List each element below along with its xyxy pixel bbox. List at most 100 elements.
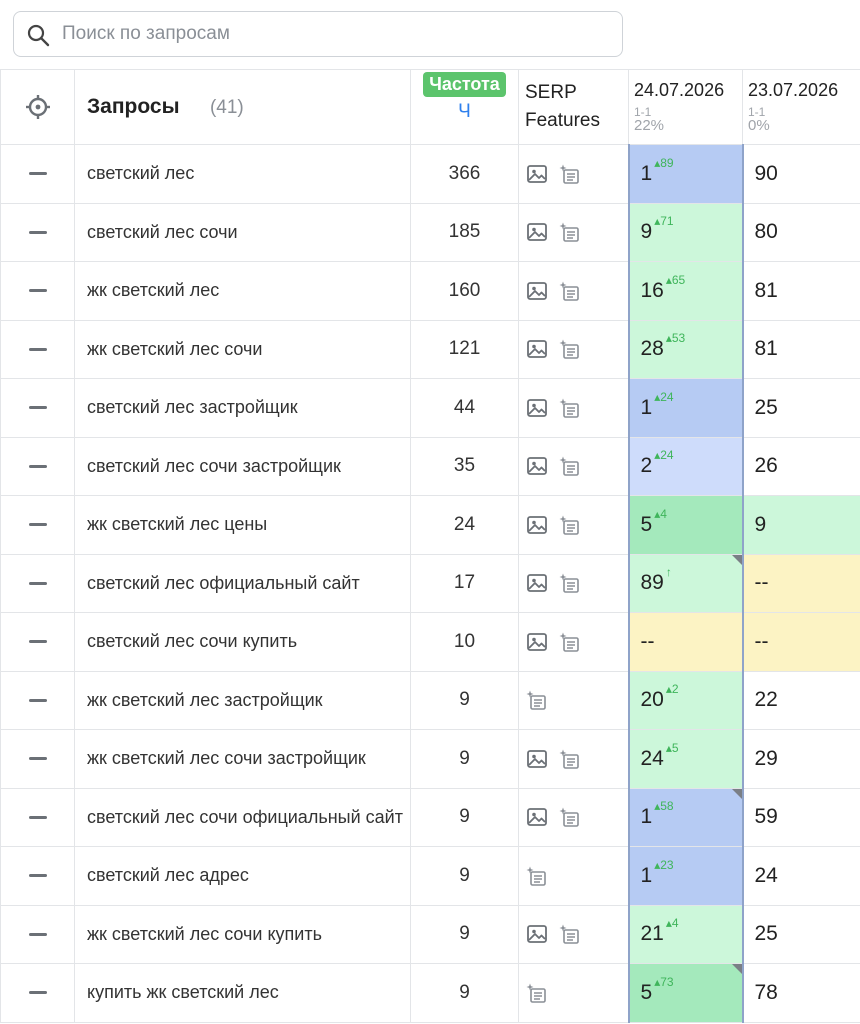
position-cell[interactable]: 59 bbox=[742, 787, 860, 847]
minus-icon[interactable] bbox=[28, 698, 47, 702]
position-cell[interactable]: 1 ▴89 bbox=[627, 144, 744, 204]
query-cell[interactable]: жк светский лес сочи застройщик bbox=[74, 729, 411, 789]
row-select-cell[interactable] bbox=[0, 144, 75, 204]
search-input[interactable] bbox=[62, 20, 602, 48]
row-select-cell[interactable] bbox=[0, 553, 75, 613]
sitelinks-icon[interactable] bbox=[526, 865, 548, 887]
position-cell[interactable]: 26 bbox=[742, 436, 860, 496]
row-select-cell[interactable] bbox=[0, 319, 75, 379]
image-icon[interactable] bbox=[526, 280, 548, 302]
sitelinks-icon[interactable] bbox=[559, 163, 581, 185]
image-icon[interactable] bbox=[526, 923, 548, 945]
position-cell[interactable]: 80 bbox=[742, 202, 860, 262]
query-cell[interactable]: светский лес сочи bbox=[74, 202, 411, 262]
row-select-cell[interactable] bbox=[0, 963, 75, 1023]
sitelinks-icon[interactable] bbox=[559, 806, 581, 828]
sitelinks-icon[interactable] bbox=[559, 923, 581, 945]
query-cell[interactable]: купить жк светский лес bbox=[74, 963, 411, 1023]
sitelinks-icon[interactable] bbox=[559, 338, 581, 360]
position-cell[interactable]: 78 bbox=[742, 963, 860, 1023]
minus-icon[interactable] bbox=[28, 640, 47, 644]
sitelinks-icon[interactable] bbox=[559, 748, 581, 770]
minus-icon[interactable] bbox=[28, 347, 47, 351]
image-icon[interactable] bbox=[526, 338, 548, 360]
position-cell[interactable]: -- bbox=[742, 553, 860, 613]
position-cell[interactable]: 81 bbox=[742, 319, 860, 379]
query-cell[interactable]: светский лес адрес bbox=[74, 846, 411, 906]
frequency-column-header[interactable]: Частота Ч bbox=[410, 69, 519, 145]
minus-icon[interactable] bbox=[28, 289, 47, 293]
image-icon[interactable] bbox=[526, 514, 548, 536]
image-icon[interactable] bbox=[526, 572, 548, 594]
position-cell[interactable]: 16 ▴65 bbox=[627, 261, 744, 321]
query-cell[interactable]: светский лес официальный сайт bbox=[74, 553, 411, 613]
row-select-cell[interactable] bbox=[0, 202, 75, 262]
minus-icon[interactable] bbox=[28, 523, 47, 527]
minus-icon[interactable] bbox=[28, 230, 47, 234]
query-cell[interactable]: светский лес сочи официальный сайт bbox=[74, 787, 411, 847]
minus-icon[interactable] bbox=[28, 932, 47, 936]
sitelinks-icon[interactable] bbox=[559, 572, 581, 594]
row-select-cell[interactable] bbox=[0, 495, 75, 555]
position-cell[interactable]: -- bbox=[742, 612, 860, 672]
query-cell[interactable]: светский лес застройщик bbox=[74, 378, 411, 438]
row-select-cell[interactable] bbox=[0, 261, 75, 321]
image-icon[interactable] bbox=[526, 631, 548, 653]
position-cell[interactable]: 20 ▴2 bbox=[627, 670, 744, 730]
image-icon[interactable] bbox=[526, 221, 548, 243]
minus-icon[interactable] bbox=[28, 874, 47, 878]
sitelinks-icon[interactable] bbox=[559, 280, 581, 302]
image-icon[interactable] bbox=[526, 748, 548, 770]
row-select-cell[interactable] bbox=[0, 787, 75, 847]
sitelinks-icon[interactable] bbox=[559, 514, 581, 536]
minus-icon[interactable] bbox=[28, 406, 47, 410]
row-select-cell[interactable] bbox=[0, 729, 75, 789]
query-cell[interactable]: жк светский лес сочи купить bbox=[74, 904, 411, 964]
minus-icon[interactable] bbox=[28, 464, 47, 468]
frequency-type-link[interactable]: Ч bbox=[458, 101, 471, 122]
sitelinks-icon[interactable] bbox=[559, 455, 581, 477]
position-cell[interactable]: 24 ▴5 bbox=[627, 729, 744, 789]
position-cell[interactable]: 2 ▴24 bbox=[627, 436, 744, 496]
position-cell[interactable]: 89 ↑ bbox=[627, 553, 744, 613]
date-column-header[interactable]: 23.07.2026 1-1 0% bbox=[742, 69, 860, 145]
position-cell[interactable]: 9 bbox=[742, 495, 860, 555]
date-column-header[interactable]: 24.07.2026 1-1 22% bbox=[628, 69, 743, 145]
crosshair-icon[interactable] bbox=[25, 94, 51, 120]
position-cell[interactable]: 90 bbox=[742, 144, 860, 204]
minus-icon[interactable] bbox=[28, 581, 47, 585]
search-box[interactable] bbox=[13, 11, 623, 57]
minus-icon[interactable] bbox=[28, 991, 47, 995]
row-select-cell[interactable] bbox=[0, 670, 75, 730]
sitelinks-icon[interactable] bbox=[526, 982, 548, 1004]
position-cell[interactable]: 28 ▴53 bbox=[627, 319, 744, 379]
position-cell[interactable]: 81 bbox=[742, 261, 860, 321]
query-cell[interactable]: светский лес сочи купить bbox=[74, 612, 411, 672]
position-cell[interactable]: 25 bbox=[742, 378, 860, 438]
sitelinks-icon[interactable] bbox=[559, 631, 581, 653]
position-cell[interactable]: -- bbox=[627, 612, 744, 672]
position-cell[interactable]: 29 bbox=[742, 729, 860, 789]
minus-icon[interactable] bbox=[28, 815, 47, 819]
query-cell[interactable]: светский лес сочи застройщик bbox=[74, 436, 411, 496]
image-icon[interactable] bbox=[526, 806, 548, 828]
position-cell[interactable]: 5 ▴73 bbox=[627, 963, 744, 1023]
sitelinks-icon[interactable] bbox=[559, 397, 581, 419]
image-icon[interactable] bbox=[526, 163, 548, 185]
position-cell[interactable]: 9 ▴71 bbox=[627, 202, 744, 262]
minus-icon[interactable] bbox=[28, 172, 47, 176]
query-cell[interactable]: жк светский лес сочи bbox=[74, 319, 411, 379]
position-cell[interactable]: 1 ▴24 bbox=[627, 378, 744, 438]
select-all-cell[interactable] bbox=[0, 69, 75, 145]
sitelinks-icon[interactable] bbox=[526, 689, 548, 711]
row-select-cell[interactable] bbox=[0, 846, 75, 906]
row-select-cell[interactable] bbox=[0, 378, 75, 438]
query-cell[interactable]: жк светский лес застройщик bbox=[74, 670, 411, 730]
position-cell[interactable]: 21 ▴4 bbox=[627, 904, 744, 964]
position-cell[interactable]: 25 bbox=[742, 904, 860, 964]
row-select-cell[interactable] bbox=[0, 612, 75, 672]
frequency-badge[interactable]: Частота bbox=[423, 72, 506, 97]
position-cell[interactable]: 1 ▴23 bbox=[627, 846, 744, 906]
image-icon[interactable] bbox=[526, 397, 548, 419]
row-select-cell[interactable] bbox=[0, 436, 75, 496]
